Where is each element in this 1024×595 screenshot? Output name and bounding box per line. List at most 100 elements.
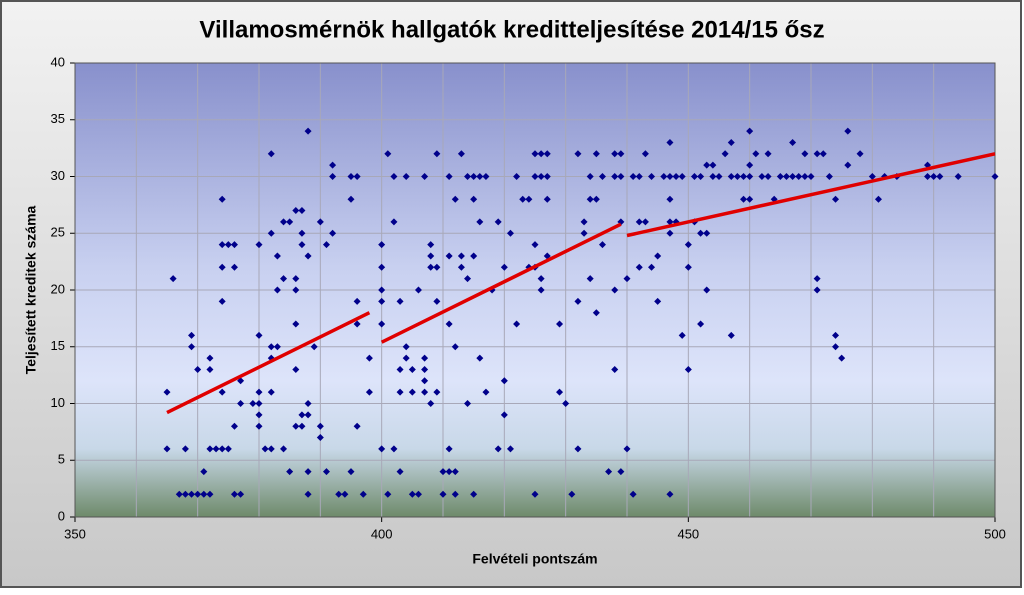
point: [703, 286, 711, 294]
point: [543, 173, 551, 180]
point: [740, 195, 748, 203]
point: [329, 161, 337, 169]
point: [562, 400, 570, 407]
point: [531, 241, 539, 249]
point: [261, 445, 269, 453]
point: [304, 411, 312, 419]
point: [844, 127, 852, 135]
point: [273, 286, 281, 294]
point: [697, 173, 705, 180]
y-tick-label: 15: [51, 338, 65, 353]
point: [230, 241, 238, 249]
point: [298, 207, 306, 215]
point: [782, 173, 790, 180]
point: [384, 490, 392, 498]
point: [825, 173, 833, 180]
point: [427, 400, 435, 407]
point: [341, 490, 349, 498]
point: [684, 263, 692, 271]
point: [795, 173, 803, 180]
point: [666, 218, 674, 226]
point: [703, 229, 711, 237]
point: [592, 195, 600, 203]
point: [574, 445, 582, 453]
point: [359, 490, 367, 498]
point: [703, 161, 711, 169]
point: [273, 252, 281, 260]
point: [451, 490, 459, 498]
point: [666, 195, 674, 203]
point: [181, 490, 189, 498]
point: [353, 173, 361, 180]
point: [635, 173, 643, 180]
point: [304, 127, 312, 135]
point: [476, 173, 484, 180]
point: [408, 365, 416, 373]
trend-line: [626, 152, 996, 238]
point: [666, 138, 674, 146]
point: [568, 490, 576, 498]
point: [543, 252, 551, 260]
point: [660, 173, 668, 180]
point: [494, 218, 502, 226]
point: [212, 445, 220, 453]
point: [464, 275, 472, 283]
point: [470, 173, 478, 180]
point: [163, 388, 171, 396]
point: [617, 468, 625, 476]
trend-line: [380, 222, 622, 344]
point: [832, 343, 840, 351]
point: [629, 490, 637, 498]
point: [181, 445, 189, 453]
point: [353, 297, 361, 305]
point: [408, 388, 416, 396]
point: [347, 468, 355, 476]
point: [586, 275, 594, 283]
point: [506, 229, 514, 237]
point: [586, 173, 594, 180]
point: [396, 297, 404, 305]
point: [230, 422, 238, 430]
point: [623, 275, 631, 283]
point: [224, 241, 232, 249]
point: [445, 173, 453, 180]
point: [709, 173, 717, 180]
point: [280, 275, 288, 283]
point: [255, 241, 263, 249]
x-tick-label: 450: [677, 526, 699, 541]
point: [666, 173, 674, 180]
point: [237, 400, 245, 407]
point: [697, 320, 705, 328]
point: [629, 173, 637, 180]
point: [433, 263, 441, 271]
point: [746, 127, 754, 135]
point: [267, 388, 275, 396]
point: [194, 365, 202, 373]
point: [249, 400, 257, 407]
y-tick-label: 40: [51, 54, 65, 69]
point: [255, 331, 263, 339]
point: [206, 490, 214, 498]
point: [445, 252, 453, 260]
point: [267, 229, 275, 237]
point: [611, 286, 619, 294]
point: [819, 150, 827, 158]
point: [537, 275, 545, 283]
point: [580, 229, 588, 237]
point: [200, 490, 208, 498]
point: [832, 331, 840, 339]
point: [365, 388, 373, 396]
point: [482, 388, 490, 396]
point: [414, 286, 422, 294]
point: [378, 297, 386, 305]
point: [206, 365, 214, 373]
point: [666, 229, 674, 237]
point: [402, 173, 410, 180]
point: [715, 173, 723, 180]
point: [721, 150, 729, 158]
point: [598, 173, 606, 180]
point: [592, 150, 600, 158]
point: [230, 490, 238, 498]
point: [697, 229, 705, 237]
point: [451, 468, 459, 476]
